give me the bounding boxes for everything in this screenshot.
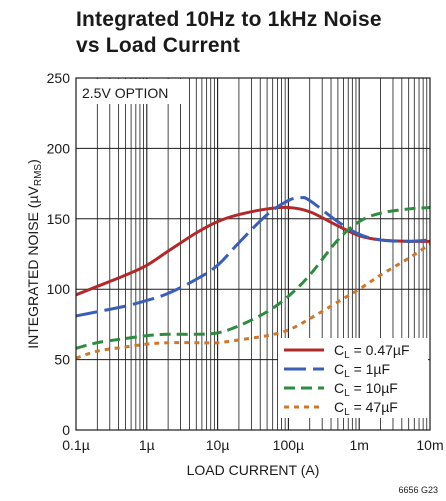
y-tick-label-1: 50: [54, 352, 70, 368]
series-lines: [75, 196, 431, 360]
y-axis-label: INTEGRATED NOISE (µVRMS): [25, 159, 44, 349]
y-tick-label-0: 0: [62, 422, 70, 438]
series-line-2: [75, 206, 431, 350]
legend-label-value: = 10µF: [350, 380, 398, 396]
chart-title-line-2: vs Load Current: [76, 34, 241, 57]
y-axis-label-main: INTEGRATED NOISE (µV: [25, 185, 41, 348]
x-tick-label-1: 1µ: [139, 437, 155, 453]
x-axis-label: LOAD CURRENT (A): [187, 462, 320, 478]
x-tick-label-0: 0.1µ: [62, 437, 90, 453]
chart-title-line-1: Integrated 10Hz to 1kHz Noise: [76, 8, 382, 31]
grid: [76, 78, 430, 430]
plot-frame: [75, 77, 431, 431]
x-tick-label-5: 10m: [416, 437, 443, 453]
y-axis-label-close: ): [25, 159, 41, 164]
x-tick-label-2: 10µ: [206, 437, 230, 453]
y-tick-label-4: 200: [47, 140, 71, 156]
x-tick-labels: 0.1µ 1µ 10µ 100µ 1m 10m: [62, 437, 443, 453]
legend-label-value: = 1µF: [350, 361, 390, 377]
legend-label-c: C: [334, 380, 344, 396]
annotation-background: [77, 79, 183, 104]
y-tick-label-2: 100: [47, 281, 71, 297]
legend-label-2: CL = 10µF: [334, 380, 398, 399]
legend-label-value: = 0.47µF: [350, 342, 410, 358]
legend-label-c: C: [334, 399, 344, 415]
legend-label-1: CL = 1µF: [334, 361, 390, 380]
figure-code: 6656 G23: [398, 485, 438, 495]
legend-label-subscript: L: [344, 350, 350, 361]
series-line-0: [75, 205, 431, 297]
annotation-2-5v-option: 2.5V OPTION: [82, 85, 168, 101]
x-tick-label-4: 1m: [349, 437, 368, 453]
series-line-1: [75, 196, 431, 318]
annotation-group: 2.5V OPTION: [77, 79, 183, 104]
y-tick-label-3: 150: [47, 211, 71, 227]
legend-label-subscript: L: [344, 407, 350, 418]
legend-label-0: CL = 0.47µF: [334, 342, 410, 361]
legend-label-3: CL = 47µF: [334, 399, 398, 418]
y-tick-labels: 0 50 100 150 200 250: [47, 70, 71, 438]
legend-label-c: C: [334, 361, 344, 377]
y-tick-label-5: 250: [47, 70, 71, 86]
legend-label-c: C: [334, 342, 344, 358]
legend-label-value: = 47µF: [350, 399, 398, 415]
x-tick-label-3: 100µ: [273, 437, 304, 453]
legend-label-subscript: L: [344, 369, 350, 380]
series-line-3: [75, 242, 431, 360]
legend-label-subscript: L: [344, 388, 350, 399]
y-axis-label-subscript: RMS: [33, 164, 44, 187]
